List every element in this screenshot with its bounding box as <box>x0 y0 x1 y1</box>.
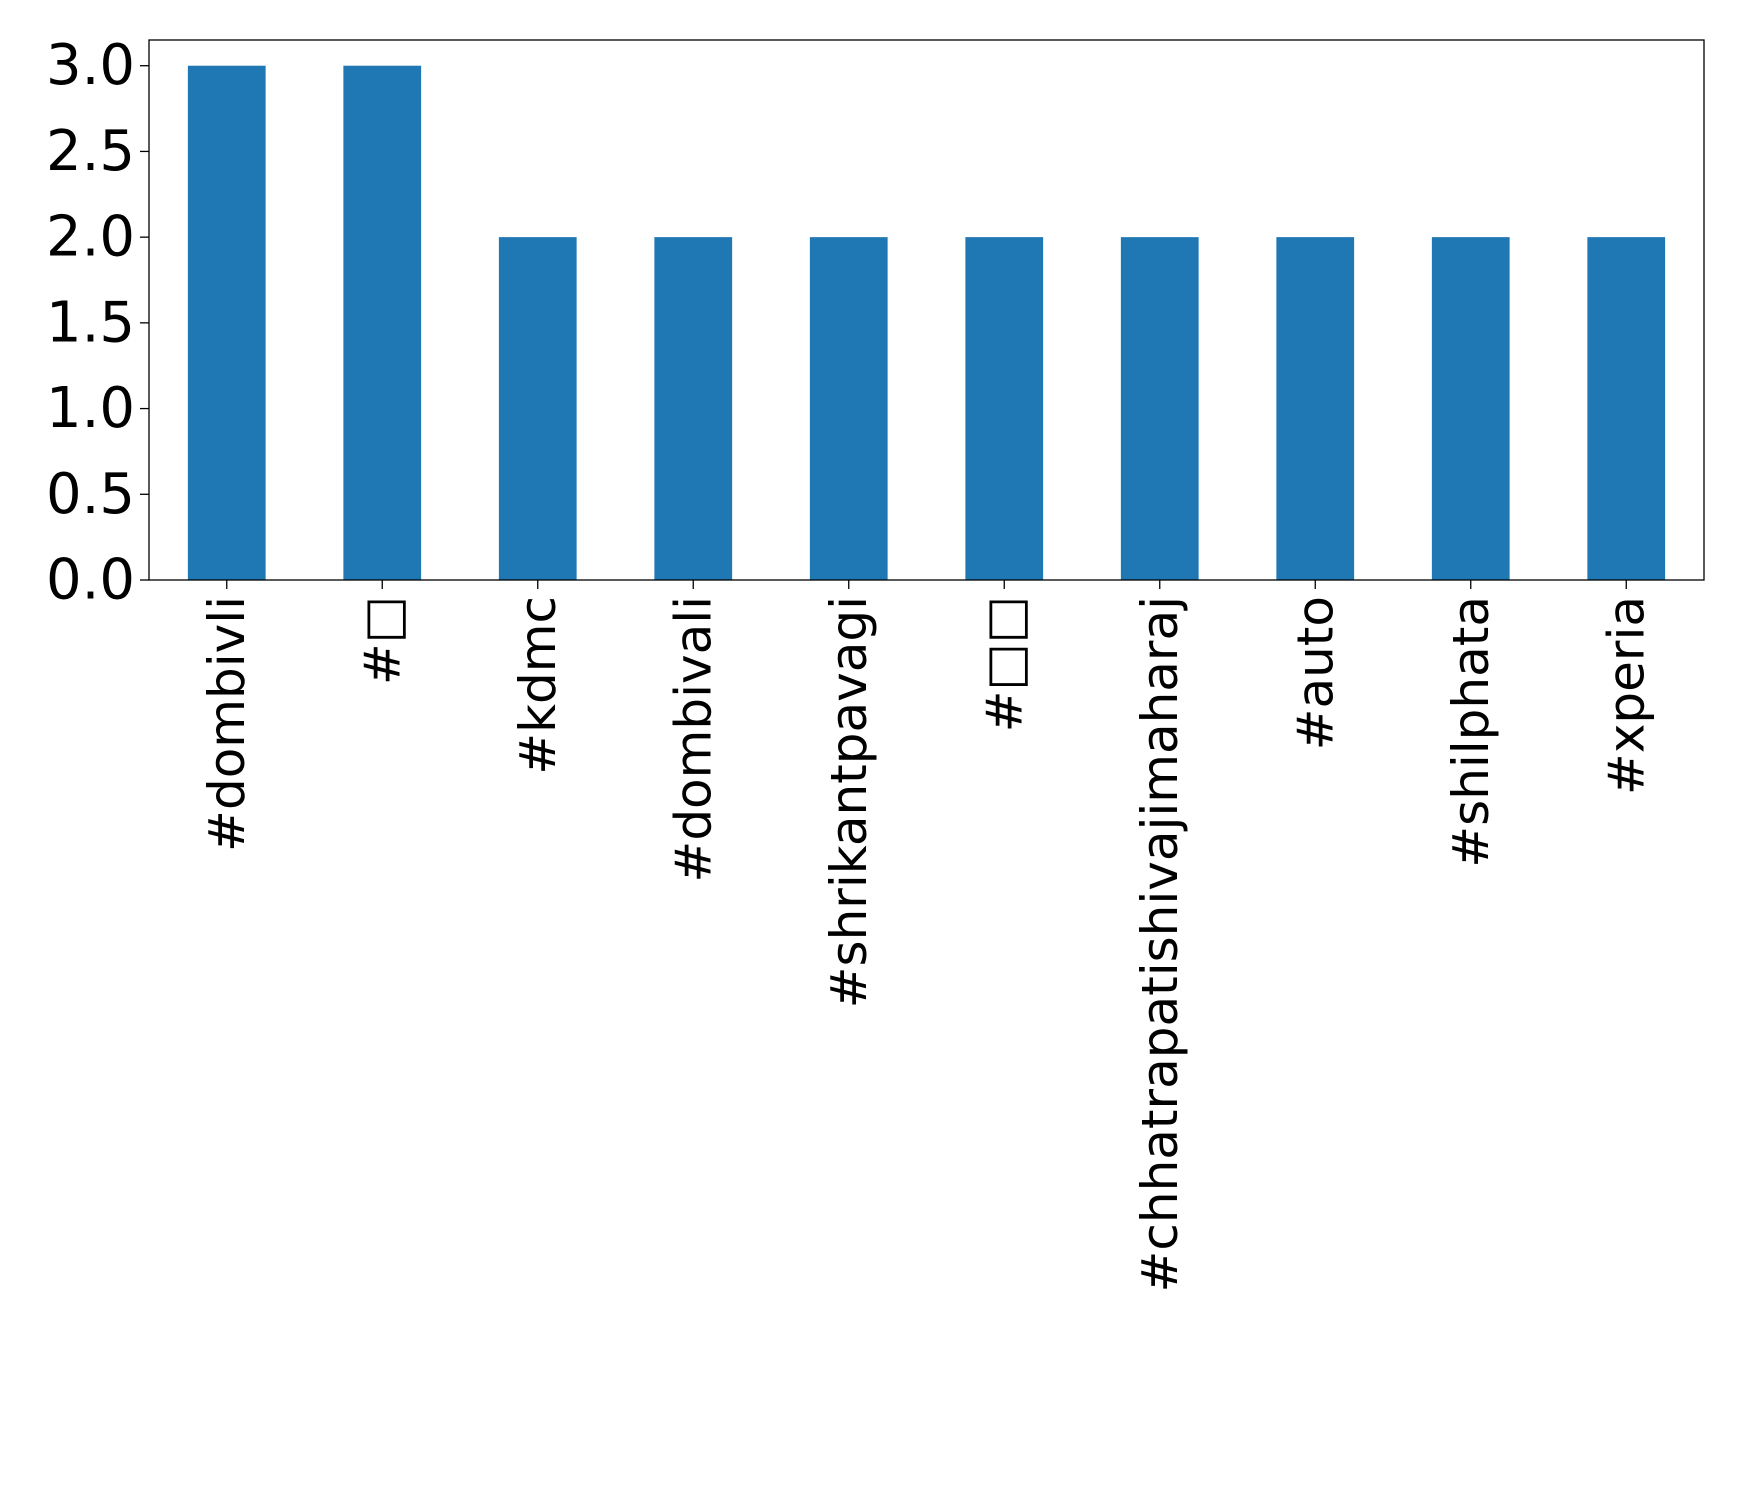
x-tick-label: #shilphata <box>1442 596 1500 868</box>
x-tick-label: #kdmc <box>509 596 567 775</box>
x-tick-label: #□□ <box>975 596 1033 732</box>
y-tick-label: 1.5 <box>46 290 135 355</box>
bar <box>1431 237 1510 580</box>
x-tick-label: #dombivli <box>198 596 256 852</box>
y-tick-label: 0.5 <box>46 462 135 527</box>
bar <box>187 65 266 580</box>
x-tick-label: #dombivali <box>664 596 722 883</box>
x-axis: #dombivli #□ #kdmc #dombivali #shrikantpavag… <box>198 580 1655 1292</box>
bar <box>1587 237 1666 580</box>
bar <box>1120 237 1199 580</box>
y-axis: 0.0 0.5 1.0 1.5 2.0 2.5 3.0 <box>46 33 149 613</box>
bar <box>1276 237 1355 580</box>
y-tick-label: 2.5 <box>46 119 135 184</box>
x-tick-label: #□ <box>353 596 411 685</box>
bar <box>343 65 422 580</box>
y-tick-label: 2.0 <box>46 205 135 270</box>
x-tick-label: #chhatrapatishivajimaharaj <box>1131 596 1189 1292</box>
bar <box>498 237 577 580</box>
bar-group <box>187 65 1666 580</box>
y-tick-label: 3.0 <box>46 33 135 98</box>
x-tick-label: #auto <box>1286 596 1344 750</box>
bar <box>809 237 888 580</box>
x-tick-label: #shrikantpavagi <box>820 596 878 1008</box>
y-tick-label: 1.0 <box>46 376 135 441</box>
x-tick-label: #xperia <box>1597 596 1655 795</box>
bar <box>965 237 1044 580</box>
plot-frame <box>148 39 1705 581</box>
y-tick-label: 0.0 <box>46 548 135 613</box>
bar <box>654 237 733 580</box>
